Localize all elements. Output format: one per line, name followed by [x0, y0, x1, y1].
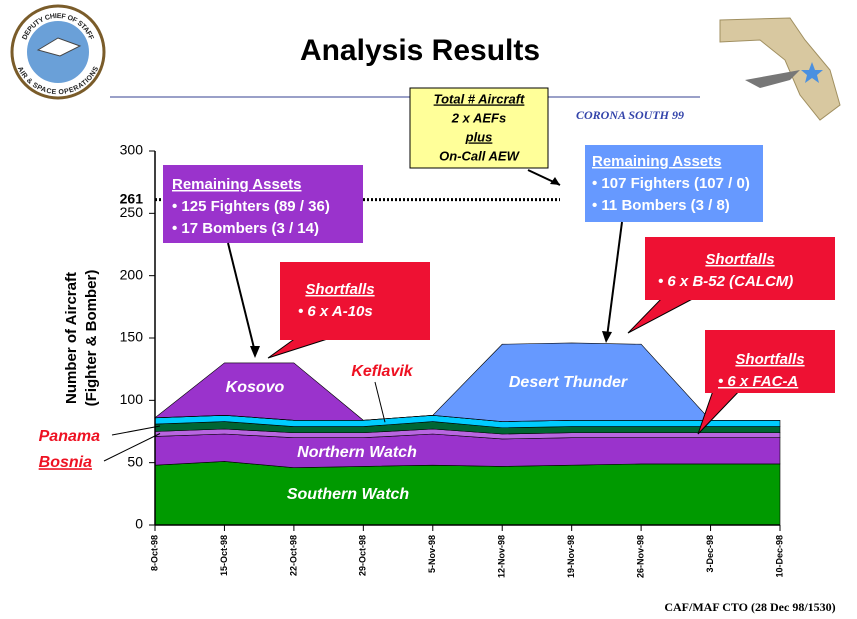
callout-text: Remaining Assets [592, 153, 722, 170]
x-tick-label: 3-Dec-98 [705, 535, 715, 573]
y-tick-label: 100 [120, 391, 144, 407]
callout-box [280, 262, 430, 340]
reference-label: 261 [120, 190, 144, 206]
y-tick-label: 0 [135, 516, 143, 532]
y-axis-label-line: Number of Aircraft [63, 272, 80, 404]
callout-text: • 107 Fighters (107 / 0) [592, 175, 750, 192]
callout-box [705, 330, 835, 393]
x-tick-label: 8-Oct-98 [149, 535, 159, 571]
callout: Shortfalls • 6 x FAC-A [697, 330, 835, 435]
callout-box [645, 237, 835, 300]
callout-text: Shortfalls [735, 351, 804, 368]
x-tick-label: 15-Oct-98 [219, 535, 229, 576]
callout: Remaining Assets • 107 Fighters (107 / 0)… [585, 145, 763, 343]
callout-text: • 6 x FAC-A [718, 373, 798, 390]
arrow-head [550, 177, 560, 185]
series-label: Bosnia [39, 454, 92, 471]
series-label: Desert Thunder [509, 374, 628, 391]
y-tick-label: 300 [120, 142, 144, 158]
series-label: Northern Watch [297, 444, 417, 461]
y-tick-label: 50 [127, 453, 143, 469]
series-label: Keflavik [351, 363, 413, 380]
callout-text: • 6 x A-10s [298, 303, 373, 320]
callout-text: • 125 Fighters (89 / 36) [172, 198, 330, 215]
y-tick-label: 150 [120, 329, 144, 345]
y-axis-label-line: (Fighter & Bomber) [83, 270, 100, 407]
callout: Remaining Assets • 125 Fighters (89 / 36)… [163, 165, 363, 358]
callout-text: Shortfalls [705, 251, 774, 268]
x-tick-label: 26-Nov-98 [635, 535, 645, 578]
callout-text: plus [465, 129, 493, 144]
x-tick-label: 29-Oct-98 [358, 535, 368, 576]
callout: Shortfalls • 6 x A-10s [267, 262, 430, 359]
pointer [103, 433, 161, 462]
callout-text: • 6 x B-52 (CALCM) [658, 273, 793, 290]
callout-text: • 17 Bombers (3 / 14) [172, 220, 319, 237]
callout-box [163, 165, 363, 243]
callout-tail [627, 294, 701, 334]
callout-text: On-Call AEW [439, 148, 520, 163]
arrow-head [602, 331, 612, 343]
y-axis-label: Number of Aircraft (Fighter & Bomber) [63, 270, 100, 407]
y-tick-label: 200 [120, 266, 144, 282]
callout-text: 2 x AEFs [451, 110, 506, 125]
pointer [374, 381, 386, 423]
callout: Total # Aircraft 2 x AEFs plus On-Call AEW [409, 87, 561, 186]
tag: CORONA SOUTH 99 [576, 108, 684, 122]
logo: DEPUTY CHIEF OF STAFF AIR & SPACE OPERAT… [10, 4, 106, 100]
callout-arrow [227, 242, 256, 353]
x-tick-label: 22-Oct-98 [288, 535, 298, 576]
y-tick-label: 250 [120, 204, 144, 220]
area [154, 342, 780, 422]
callout-box [409, 87, 549, 169]
x-tick-label: 19-Nov-98 [566, 535, 576, 578]
callout: Shortfalls • 6 x B-52 (CALCM) [627, 237, 835, 334]
footer: CAF/MAF CTO (28 Dec 98/1530) [664, 600, 835, 614]
x-tick-label: 5-Nov-98 [427, 535, 437, 573]
callout-text: • 11 Bombers (3 / 8) [592, 197, 730, 214]
arrow-head [250, 346, 260, 358]
x-tick-label: 12-Nov-98 [497, 535, 507, 578]
callout-text: Shortfalls [305, 281, 374, 298]
series-label: Kosovo [226, 379, 285, 396]
callout-arrow [606, 221, 623, 338]
series-label: Panama [39, 428, 100, 445]
series-label: Southern Watch [287, 486, 410, 503]
map-emblem [719, 17, 841, 121]
callout-text: Remaining Assets [172, 176, 302, 193]
area [154, 461, 781, 526]
x-tick-label: 10-Dec-98 [774, 535, 784, 578]
callout-box [585, 145, 763, 222]
title: Analysis Results [300, 34, 540, 67]
pointer [111, 425, 161, 436]
callout-text: Total # Aircraft [434, 91, 525, 106]
area [154, 433, 781, 468]
